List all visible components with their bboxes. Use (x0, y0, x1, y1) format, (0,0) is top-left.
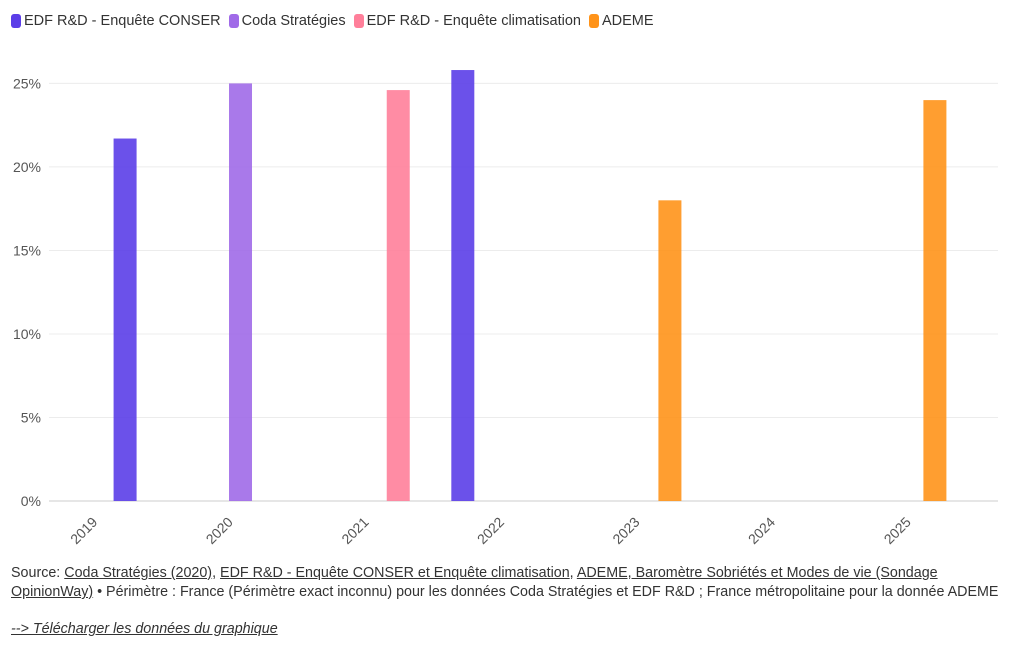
source-link-ademe[interactable]: ADEME, Baromètre Sobriétés et Modes de v… (11, 565, 938, 600)
bar[interactable] (451, 70, 475, 502)
legend-label: EDF R&D - Enquête climatisation (366, 13, 581, 29)
source-scope: • Périmètre : France (Périmètre exact in… (93, 584, 999, 600)
legend-label: ADEME (601, 13, 654, 29)
legend-item-edf-climatisation[interactable]: EDF R&D - Enquête climatisation (353, 13, 581, 29)
legend-label: Coda Stratégies (241, 13, 346, 29)
bar[interactable] (229, 83, 253, 501)
bar-chart: 0% 5% 10% 15% 20% 25% 2019 2020 2021 2022 2023 2024… (13, 70, 998, 547)
source-link-edf[interactable]: EDF R&D - Enquête CONSER et Enquête clim… (220, 565, 570, 581)
x-tick-label: 2021 (338, 514, 371, 547)
y-tick-label: 20% (13, 159, 41, 175)
source-separator: , (212, 565, 221, 581)
x-tick-label: 2020 (203, 514, 236, 547)
source-link-coda[interactable]: Coda Stratégies (2020) (64, 565, 213, 581)
y-tick-label: 5% (21, 409, 41, 425)
legend-swatch (228, 14, 239, 28)
source-note: Source: Coda Stratégies (2020), EDF R&D … (11, 564, 1001, 602)
legend-label: EDF R&D - Enquête CONSER (24, 13, 221, 29)
legend: EDF R&D - Enquête CONSER Coda Stratégies… (11, 10, 654, 32)
x-tick-label: 2019 (67, 514, 100, 547)
y-tick-label: 25% (13, 75, 41, 91)
bar[interactable] (923, 100, 947, 501)
bar[interactable] (113, 138, 137, 501)
x-tick-label: 2023 (609, 514, 642, 547)
legend-swatch (588, 14, 599, 28)
y-tick-label: 0% (21, 493, 41, 509)
legend-swatch (11, 14, 21, 28)
source-separator: , (569, 565, 577, 581)
x-tick-label: 2024 (745, 514, 778, 547)
x-tick-label: 2025 (881, 514, 914, 547)
legend-item-coda[interactable]: Coda Stratégies (228, 13, 346, 29)
legend-item-edf-conser[interactable]: EDF R&D - Enquête CONSER (11, 13, 221, 29)
y-tick-label: 15% (13, 242, 41, 258)
source-prefix: Source: (11, 565, 65, 581)
x-tick-label: 2022 (474, 514, 507, 547)
legend-swatch (353, 14, 364, 28)
legend-item-ademe[interactable]: ADEME (588, 13, 654, 29)
bar[interactable] (386, 90, 410, 501)
download-data-link[interactable]: --> Télécharger les données du graphique (11, 621, 278, 637)
bar[interactable] (658, 200, 682, 502)
y-tick-label: 10% (13, 326, 41, 342)
